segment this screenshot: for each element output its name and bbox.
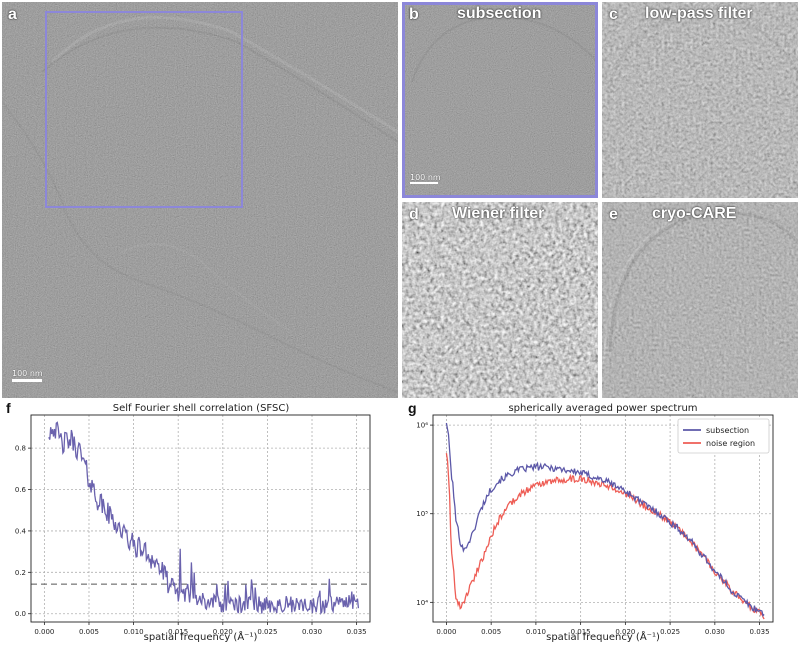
panel-c-low-pass: c low-pass filter bbox=[602, 2, 798, 198]
power-spectrum-chart-title: spherically averaged power spectrum bbox=[508, 403, 698, 414]
panel-b-subsection: b subsection 100 nm bbox=[402, 2, 598, 198]
ps-legend-box bbox=[677, 418, 770, 454]
sfsc-xlabel: spatial frequency (Å⁻¹) bbox=[144, 630, 258, 643]
panel-d-label: d bbox=[409, 206, 419, 223]
panel-c-label: c bbox=[609, 6, 618, 23]
sfsc-ytick-label: 0.6 bbox=[15, 486, 27, 494]
panel-e-texture bbox=[602, 202, 798, 398]
panel-a-scale-bar bbox=[12, 379, 42, 382]
ps-xtick-label: 0.025 bbox=[660, 628, 680, 636]
panel-a-scale-text: 100 nm bbox=[12, 369, 43, 378]
panel-b-texture bbox=[402, 2, 598, 198]
ps-xtick-label: 0.035 bbox=[750, 628, 770, 636]
sfsc-ytick-label: 0.4 bbox=[15, 527, 27, 535]
panel-e-label: e bbox=[609, 206, 618, 223]
sfsc-chart: 0.000 0.005 0.010 0.015 0.020 0.025 0.030 0.035… bbox=[15, 414, 371, 643]
sfsc-xtick-label: 0.030 bbox=[302, 628, 322, 636]
ps-ytick-label: 10⁵ bbox=[416, 510, 428, 518]
panel-d-wiener: d Wiener filter bbox=[402, 202, 598, 398]
panel-b-label: b bbox=[409, 6, 419, 23]
panel-b-scale-bar bbox=[410, 182, 438, 184]
ps-legend: subsection noise region bbox=[677, 418, 770, 454]
panel-f-label: f bbox=[6, 400, 11, 416]
ps-legend-label: noise region bbox=[706, 439, 755, 448]
panel-d-texture bbox=[402, 202, 598, 398]
sfsc-xtick-label: 0.015 bbox=[168, 628, 188, 636]
panel-a-label: a bbox=[8, 6, 17, 23]
sfsc-xtick-label: 0.025 bbox=[257, 628, 277, 636]
panel-c-title: low-pass filter bbox=[645, 5, 753, 22]
sfsc-series-line bbox=[48, 421, 360, 615]
ps-xlabel: spatial frequency (Å⁻¹) bbox=[546, 630, 660, 643]
ps-xtick-label: 0.005 bbox=[481, 628, 501, 636]
sfsc-xtick-label: 0.010 bbox=[124, 628, 144, 636]
sfsc-ytick-label: 0.8 bbox=[15, 445, 26, 453]
panel-d-title: Wiener filter bbox=[452, 205, 545, 222]
panel-a-texture bbox=[2, 2, 398, 398]
panel-b-scale-text: 100 nm bbox=[410, 173, 441, 182]
ps-legend-label: subsection bbox=[706, 426, 749, 435]
sfsc-ytick-label: 0.0 bbox=[15, 610, 26, 618]
ps-subsection-line bbox=[445, 422, 765, 617]
power-spectrum-chart: 0.000 0.005 0.010 0.015 0.020 0.025 0.030 0.035… bbox=[416, 414, 774, 643]
sfsc-xtick-label: 0.000 bbox=[34, 628, 54, 636]
panel-b-title: subsection bbox=[457, 5, 542, 22]
ps-xtick-label: 0.015 bbox=[571, 628, 591, 636]
ps-xtick-label: 0.010 bbox=[526, 628, 546, 636]
ps-noise-line bbox=[445, 453, 765, 620]
subsection-roi-box bbox=[45, 11, 243, 208]
ps-axes-frame bbox=[432, 414, 774, 623]
ps-xtick-label: 0.020 bbox=[615, 628, 635, 636]
sfsc-chart-title: Self Fourier shell correlation (SFSC) bbox=[112, 403, 290, 414]
panel-e-title: cryo-CARE bbox=[652, 205, 737, 222]
sfsc-xtick-label: 0.035 bbox=[347, 628, 367, 636]
sfsc-axes-frame bbox=[30, 414, 371, 623]
sfsc-ytick-label: 0.2 bbox=[15, 569, 26, 577]
ps-xtick-label: 0.030 bbox=[705, 628, 725, 636]
panel-a-tomogram: a 100 nm bbox=[2, 2, 398, 398]
sfsc-xtick-label: 0.020 bbox=[213, 628, 233, 636]
sfsc-xtick-label: 0.005 bbox=[79, 628, 99, 636]
panel-e-cryo-care: e cryo-CARE bbox=[602, 202, 798, 398]
ps-ytick-label: 10⁴ bbox=[416, 599, 428, 607]
ps-xtick-label: 0.000 bbox=[436, 628, 456, 636]
ps-ytick-label: 10⁶ bbox=[416, 422, 428, 430]
panel-c-texture bbox=[602, 2, 798, 198]
panel-g-label: g bbox=[408, 400, 417, 416]
